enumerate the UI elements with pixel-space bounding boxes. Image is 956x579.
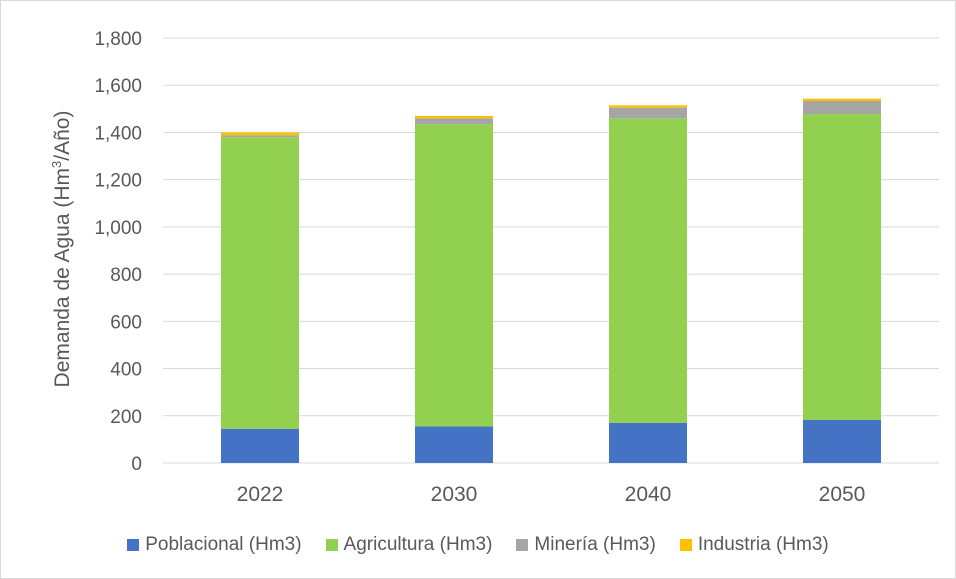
y-axis-label: Demanda de Agua (Hm3/Año) (49, 111, 74, 388)
legend-swatch (127, 539, 140, 551)
legend-item: Poblacional (Hm3) (127, 534, 302, 556)
y-tick-label: 1,200 (94, 171, 142, 192)
y-axis-label-main: Demanda de Agua (Hm (51, 168, 74, 387)
legend-label: Poblacional (Hm3) (145, 534, 302, 555)
bars (221, 98, 881, 463)
y-tick-label: 1,000 (94, 218, 142, 239)
legend-swatch (679, 539, 692, 551)
bar-segment-industria-2050 (803, 98, 881, 102)
y-tick-label: 1,600 (94, 76, 142, 97)
bar-segment-minería-2030 (415, 118, 493, 125)
legend-item: Industria (Hm3) (679, 534, 829, 556)
bar-segment-minería-2050 (803, 101, 881, 115)
stacked-bar-chart: 0 200 400 600 800 1,000 1,200 1,400 1,600 1,800 2… (49, 29, 939, 506)
legend-label: Agricultura (Hm3) (343, 534, 493, 555)
y-tick-label: 1,400 (94, 123, 142, 144)
bar-segment-poblacional-2050 (803, 419, 881, 463)
legend-swatch (516, 539, 529, 551)
legend-item: Minería (Hm3) (516, 534, 656, 556)
y-tick-label: 800 (110, 265, 142, 286)
y-tick-label: 600 (110, 312, 142, 333)
bar-segment-poblacional-2040 (609, 422, 687, 463)
y-tick-label: 200 (110, 407, 142, 428)
x-tick-label: 2040 (625, 483, 672, 506)
legend-swatch (325, 539, 338, 551)
bar-segment-agricultura-2040 (609, 118, 687, 423)
x-tick-label: 2050 (819, 483, 866, 506)
y-tick-label: 400 (110, 360, 142, 381)
bar-segment-industria-2030 (415, 115, 493, 119)
legend-label: Industria (Hm3) (697, 534, 829, 555)
legend-label: Minería (Hm3) (534, 534, 656, 555)
y-axis-label-end: /Año) (51, 111, 74, 161)
bar-segment-poblacional-2030 (415, 426, 493, 463)
y-tick-label: 1,800 (94, 29, 142, 50)
bar-segment-minería-2040 (609, 107, 687, 119)
legend: Poblacional (Hm3) Agricultura (Hm3) Minerí… (1, 534, 955, 556)
bar-segment-agricultura-2022 (221, 137, 299, 429)
bar-segment-poblacional-2022 (221, 428, 299, 463)
x-tick-label: 2030 (431, 483, 478, 506)
bar-segment-industria-2022 (221, 132, 299, 136)
y-tick-label: 0 (131, 454, 142, 475)
bar-segment-industria-2040 (609, 105, 687, 108)
bar-segment-minería-2022 (221, 135, 299, 138)
x-tick-label: 2022 (237, 483, 284, 506)
x-axis-ticks: 2022 2030 2040 2050 (237, 483, 866, 506)
bar-segment-agricultura-2050 (803, 114, 881, 420)
bar-segment-agricultura-2030 (415, 124, 493, 427)
y-axis-label-superscript: 3 (49, 161, 64, 168)
legend-item: Agricultura (Hm3) (325, 534, 493, 556)
y-axis-ticks: 0 200 400 600 800 1,000 1,200 1,400 1,600 1,800 (94, 29, 142, 475)
